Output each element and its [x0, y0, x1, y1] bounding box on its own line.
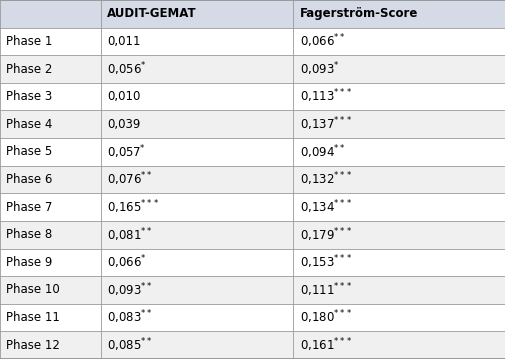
Bar	[0, 248, 505, 276]
Text: Phase 6: Phase 6	[6, 173, 53, 186]
Text: 0,057$^{\mathrm{*}}$: 0,057$^{\mathrm{*}}$	[107, 143, 146, 161]
Text: Phase 9: Phase 9	[6, 256, 53, 269]
Bar	[0, 193, 505, 221]
Text: Phase 5: Phase 5	[6, 145, 52, 158]
Text: 0,081$^{\mathrm{**}}$: 0,081$^{\mathrm{**}}$	[107, 226, 153, 243]
Text: 0,161$^{\mathrm{***}}$: 0,161$^{\mathrm{***}}$	[299, 336, 351, 354]
Text: 0,066$^{\mathrm{*}}$: 0,066$^{\mathrm{*}}$	[107, 253, 147, 271]
Bar	[0, 138, 505, 166]
Bar	[0, 0, 505, 28]
Text: 0,010: 0,010	[107, 90, 140, 103]
Bar	[0, 304, 505, 331]
Text: 0,137$^{\mathrm{***}}$: 0,137$^{\mathrm{***}}$	[299, 116, 351, 133]
Text: 0,111$^{\mathrm{***}}$: 0,111$^{\mathrm{***}}$	[299, 281, 351, 299]
Text: 0,076$^{\mathrm{**}}$: 0,076$^{\mathrm{**}}$	[107, 171, 153, 188]
Text: 0,132$^{\mathrm{***}}$: 0,132$^{\mathrm{***}}$	[299, 171, 351, 188]
Bar	[0, 331, 505, 359]
Text: Phase 4: Phase 4	[6, 118, 53, 131]
Text: 0,153$^{\mathrm{***}}$: 0,153$^{\mathrm{***}}$	[299, 253, 351, 271]
Text: 0,085$^{\mathrm{**}}$: 0,085$^{\mathrm{**}}$	[107, 336, 153, 354]
Bar	[0, 221, 505, 248]
Bar	[0, 276, 505, 304]
Text: 0,094$^{\mathrm{**}}$: 0,094$^{\mathrm{**}}$	[299, 143, 344, 161]
Text: Phase 1: Phase 1	[6, 35, 53, 48]
Text: 0,066$^{\mathrm{**}}$: 0,066$^{\mathrm{**}}$	[299, 33, 344, 50]
Text: 0,039: 0,039	[107, 118, 140, 131]
Bar	[0, 28, 505, 55]
Text: 0,180$^{\mathrm{***}}$: 0,180$^{\mathrm{***}}$	[299, 309, 351, 326]
Text: 0,056$^{\mathrm{*}}$: 0,056$^{\mathrm{*}}$	[107, 60, 147, 78]
Text: 0,093$^{\mathrm{*}}$: 0,093$^{\mathrm{*}}$	[299, 60, 339, 78]
Text: 0,011: 0,011	[107, 35, 140, 48]
Text: Fagerström-Score: Fagerström-Score	[299, 7, 417, 20]
Text: Phase 8: Phase 8	[6, 228, 52, 241]
Bar	[0, 83, 505, 111]
Text: 0,134$^{\mathrm{***}}$: 0,134$^{\mathrm{***}}$	[299, 198, 351, 216]
Text: AUDIT-GEMAT: AUDIT-GEMAT	[107, 7, 196, 20]
Text: Phase 11: Phase 11	[6, 311, 60, 324]
Text: 0,093$^{\mathrm{**}}$: 0,093$^{\mathrm{**}}$	[107, 281, 153, 299]
Text: 0,179$^{\mathrm{***}}$: 0,179$^{\mathrm{***}}$	[299, 226, 351, 243]
Bar	[0, 55, 505, 83]
Bar	[0, 111, 505, 138]
Text: Phase 2: Phase 2	[6, 62, 53, 75]
Bar	[0, 166, 505, 193]
Text: 0,165$^{\mathrm{***}}$: 0,165$^{\mathrm{***}}$	[107, 198, 160, 216]
Text: 0,113$^{\mathrm{***}}$: 0,113$^{\mathrm{***}}$	[299, 88, 351, 106]
Text: Phase 3: Phase 3	[6, 90, 52, 103]
Text: Phase 10: Phase 10	[6, 284, 60, 297]
Text: Phase 12: Phase 12	[6, 339, 60, 352]
Text: 0,083$^{\mathrm{**}}$: 0,083$^{\mathrm{**}}$	[107, 309, 153, 326]
Text: Phase 7: Phase 7	[6, 201, 53, 214]
